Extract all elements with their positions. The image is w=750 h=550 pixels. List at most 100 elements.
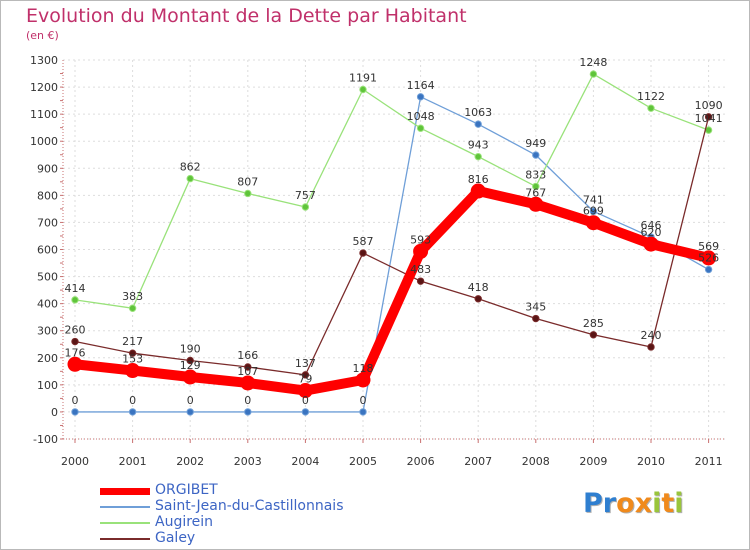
series-point xyxy=(359,85,367,94)
data-label: 620 xyxy=(641,226,662,239)
series-point xyxy=(585,215,601,231)
data-label: 414 xyxy=(65,282,86,295)
data-label: 260 xyxy=(65,324,86,337)
grid-lines xyxy=(63,59,726,440)
series-line xyxy=(70,186,714,396)
y-tick-label: 0 xyxy=(51,406,58,419)
data-label: 483 xyxy=(410,263,431,276)
data-label: 807 xyxy=(237,175,258,188)
series-point xyxy=(416,124,425,132)
series-line xyxy=(74,116,710,376)
data-label: 833 xyxy=(525,168,546,181)
data-label: 0 xyxy=(302,394,309,407)
y-tick-label: 1200 xyxy=(30,81,58,94)
data-label: 1063 xyxy=(464,106,492,119)
data-label: 0 xyxy=(244,394,251,407)
x-tick-label: 2007 xyxy=(464,455,492,468)
data-label: 1191 xyxy=(349,72,377,85)
series-point xyxy=(71,337,79,346)
x-tick-label: 2002 xyxy=(176,455,204,468)
series-point xyxy=(359,249,367,257)
x-tick-label: 2008 xyxy=(522,455,550,468)
logo-letter: i xyxy=(674,488,684,519)
y-tick-label: 1300 xyxy=(30,54,58,67)
series-point xyxy=(244,408,252,416)
series-line xyxy=(74,96,710,413)
series-point xyxy=(186,408,194,416)
y-tick-label: 100 xyxy=(37,379,58,392)
series-layer xyxy=(67,70,717,416)
legend-swatch xyxy=(100,522,150,524)
y-tick-label: 200 xyxy=(37,352,58,365)
series-point xyxy=(643,236,659,252)
x-tick-label: 2005 xyxy=(349,455,377,468)
y-tick-label: 500 xyxy=(37,271,58,284)
series-point xyxy=(244,189,252,198)
series-point xyxy=(474,120,482,128)
x-tick-label: 2006 xyxy=(407,455,435,468)
y-tick-label: 900 xyxy=(37,162,58,175)
data-label: 1164 xyxy=(407,79,435,92)
logo-letter: o xyxy=(616,488,635,519)
series-point xyxy=(647,343,655,351)
data-label: 383 xyxy=(122,290,143,303)
x-tick-label: 2004 xyxy=(291,455,319,468)
data-label: 593 xyxy=(410,233,431,246)
series-point xyxy=(589,70,598,78)
series-point xyxy=(474,152,482,161)
proxiti-logo: Proxiti xyxy=(583,488,684,519)
y-tick-label: 1000 xyxy=(30,135,58,148)
series-point xyxy=(359,408,367,416)
data-label: 217 xyxy=(122,335,143,348)
x-tick-label: 2009 xyxy=(579,455,607,468)
legend-label: Galey xyxy=(155,530,196,546)
x-tick-label: 2003 xyxy=(234,455,262,468)
logo-letter: r xyxy=(602,488,617,519)
series-point xyxy=(589,331,598,339)
series-point xyxy=(532,151,540,159)
data-label: 118 xyxy=(353,362,374,375)
data-label: 646 xyxy=(641,219,662,232)
series-point xyxy=(71,408,79,416)
data-label: 176 xyxy=(65,346,86,359)
legend-label: Saint-Jean-du-Castillonnais xyxy=(155,498,344,514)
data-label: 0 xyxy=(360,394,367,407)
series-point xyxy=(297,383,313,399)
series-point xyxy=(532,314,540,323)
data-label: 345 xyxy=(525,301,546,314)
series-line xyxy=(74,73,710,309)
data-label: 741 xyxy=(583,193,604,206)
series-point xyxy=(67,356,83,372)
logo-letter: P xyxy=(583,488,603,519)
logo-letter: t xyxy=(661,488,675,519)
series-point xyxy=(701,250,717,266)
data-label: 240 xyxy=(641,329,662,342)
legend-swatch xyxy=(100,538,150,540)
data-label: 816 xyxy=(468,173,489,186)
series-point xyxy=(532,182,540,191)
data-label: 129 xyxy=(180,359,201,372)
series-point xyxy=(186,174,194,183)
legend-label: ORGIBET xyxy=(155,482,218,498)
data-label: 1048 xyxy=(407,110,435,123)
data-label: 587 xyxy=(353,235,374,248)
data-label: 569 xyxy=(698,240,719,253)
y-tick-label: 600 xyxy=(37,244,58,257)
series-point xyxy=(128,349,137,357)
legend-label: Augirein xyxy=(155,514,214,530)
x-tick-label: 2011 xyxy=(695,455,723,468)
y-tick-label: 300 xyxy=(37,325,58,338)
series-point xyxy=(528,196,544,212)
series-point xyxy=(704,113,713,121)
series-point xyxy=(71,296,79,304)
data-label: 79 xyxy=(298,373,312,386)
chart-title: Evolution du Montant de la Dette par Hab… xyxy=(26,5,467,27)
data-label: 166 xyxy=(237,349,258,362)
data-label: 137 xyxy=(295,357,316,370)
series-point xyxy=(301,371,310,379)
series-point xyxy=(474,295,482,303)
data-label: 767 xyxy=(525,186,546,199)
data-label: 1041 xyxy=(695,112,723,125)
